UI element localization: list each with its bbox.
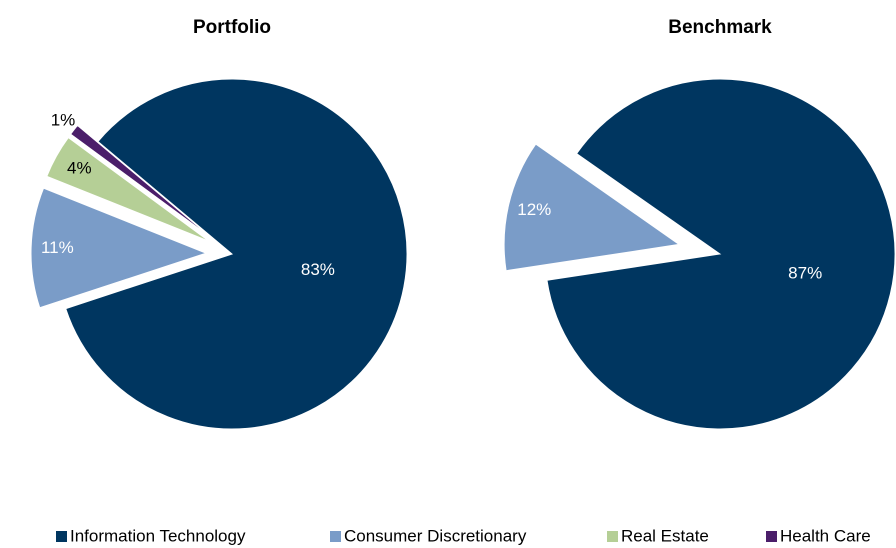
data-label: 4% [67,159,92,178]
pie-slice [503,143,681,272]
chart-title: Portfolio [193,17,271,38]
legend-label: Information Technology [70,526,246,545]
pie-slice [69,124,212,239]
legend-label: Consumer Discretionary [344,526,527,545]
legend-swatch [766,531,777,542]
data-label: 12% [517,200,551,219]
legend-swatch [56,531,67,542]
legend-swatch [330,531,341,542]
legend-swatch [607,531,618,542]
data-label: 11% [41,238,74,257]
legend-label: Health Care [780,526,871,545]
pie-slice [46,136,210,242]
chart-title: Benchmark [668,17,772,38]
legend-label: Real Estate [621,526,709,545]
pie-slice [546,78,896,430]
data-label: 83% [301,260,335,279]
pie-slice [30,187,208,309]
pie-slice [65,78,408,430]
data-label: 1% [51,111,76,130]
data-label: 87% [788,263,822,282]
